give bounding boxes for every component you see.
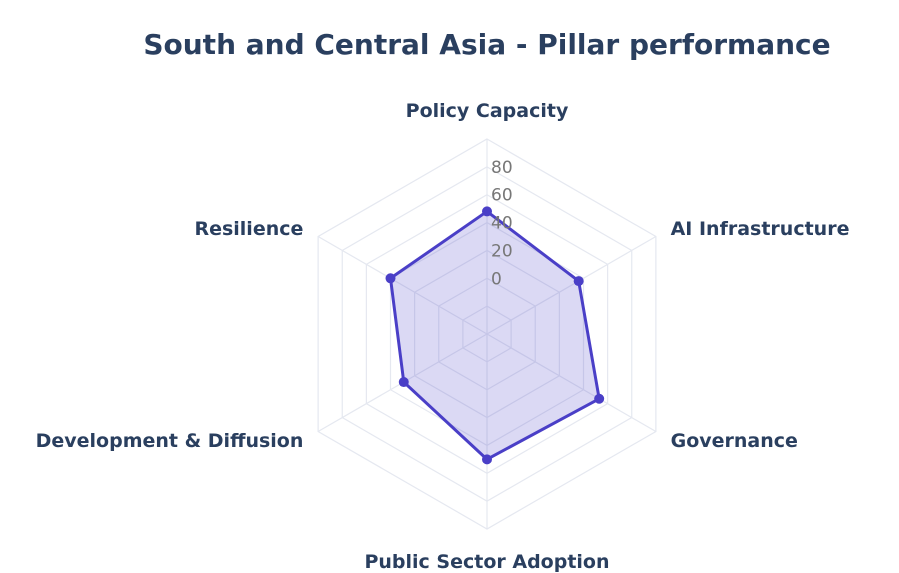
- grid-spoke: [486, 333, 657, 433]
- axis-label: Policy Capacity: [406, 100, 569, 122]
- radial-tick-label: 80: [491, 158, 513, 178]
- radial-tick-label: 0: [491, 269, 502, 289]
- data-point[interactable]: [482, 206, 492, 217]
- axis-label: Governance: [671, 430, 798, 452]
- axis-label: Development & Diffusion: [36, 430, 304, 452]
- axis-label: Public Sector Adoption: [364, 551, 609, 573]
- radar-grid: [317, 138, 657, 530]
- grid-spoke: [317, 235, 488, 335]
- radial-tick-label: 40: [491, 214, 513, 234]
- axis-label: Resilience: [194, 218, 303, 240]
- data-point[interactable]: [594, 393, 605, 404]
- chart-title: South and Central Asia - Pillar performa…: [143, 28, 830, 61]
- data-point[interactable]: [398, 377, 409, 388]
- data-point[interactable]: [573, 276, 584, 287]
- radial-tick-labels: 0 20 40 60 80: [491, 158, 513, 289]
- data-point[interactable]: [385, 273, 396, 284]
- data-point[interactable]: [482, 454, 492, 465]
- radial-tick-label: 20: [491, 241, 513, 261]
- axis-labels: Policy Capacity AI Infrastructure Governan…: [36, 100, 850, 573]
- axis-label: AI Infrastructure: [671, 218, 850, 240]
- grid-spoke: [486, 235, 657, 335]
- radial-tick-label: 60: [491, 186, 513, 206]
- radar-series: [385, 206, 605, 465]
